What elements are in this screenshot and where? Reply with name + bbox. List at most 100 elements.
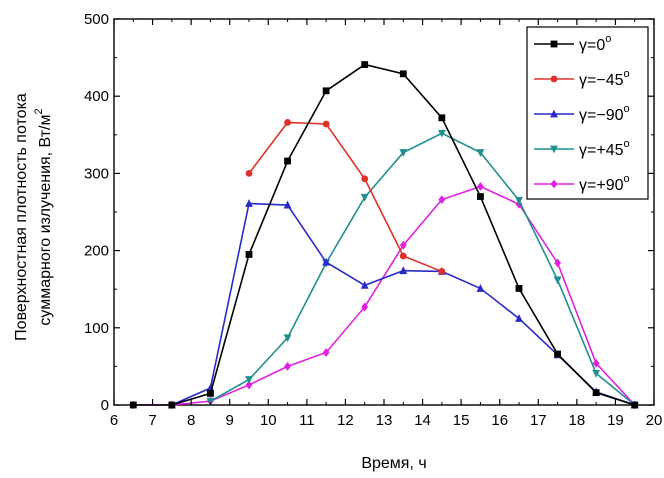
legend-label-degree: o [623, 173, 629, 185]
data-point [399, 70, 407, 78]
data-point [554, 350, 561, 358]
y-tick-label: 0 [101, 397, 109, 414]
data-point [245, 170, 253, 177]
series-1 [245, 119, 446, 275]
data-point [476, 149, 485, 157]
legend-item: γ=−45o [534, 68, 630, 89]
series-group [129, 61, 639, 410]
x-tick-label: 16 [491, 412, 508, 429]
data-point [438, 195, 446, 205]
legend-swatch-marker [550, 179, 558, 189]
x-tick-label: 12 [337, 412, 354, 429]
legend-box [526, 26, 649, 200]
x-tick-label: 15 [453, 412, 470, 429]
data-point [206, 397, 215, 406]
legend-label: γ=+45o [579, 138, 630, 159]
legend-item: γ=+90o [534, 173, 630, 194]
data-point [399, 252, 407, 260]
data-point [515, 285, 523, 292]
data-point [399, 240, 407, 250]
x-axis-label: Время, ч [361, 455, 426, 472]
data-point [322, 87, 330, 95]
legend-label-main: γ=+90 [579, 177, 624, 194]
legend-label: γ=−45o [579, 68, 630, 89]
legend-item: γ=−90o [534, 103, 630, 124]
legend-label-main: γ=−45 [579, 72, 624, 89]
data-point [245, 199, 253, 207]
legend-swatch-marker [550, 145, 558, 154]
legend-item: γ=+45o [534, 138, 630, 159]
data-point [476, 284, 485, 292]
series-line [210, 132, 636, 406]
y-axis-label-line2-text: суммарного излучения, Вт/м [37, 115, 54, 326]
data-point [592, 369, 601, 378]
legend-swatch-marker [550, 75, 558, 83]
data-point [515, 197, 523, 205]
x-tick-label: 13 [376, 412, 393, 429]
x-tick-label: 19 [607, 412, 624, 429]
data-point [322, 348, 330, 357]
data-point [360, 193, 369, 202]
data-point [361, 61, 369, 68]
y-tick-label: 300 [84, 165, 109, 182]
data-point [361, 302, 369, 312]
x-tick-label: 8 [187, 412, 195, 429]
x-tick-label: 11 [299, 412, 315, 429]
legend-label: γ=−90o [579, 103, 630, 124]
data-point [284, 119, 291, 126]
series-4 [129, 182, 639, 410]
x-tick-label: 9 [226, 412, 234, 429]
x-tick-label: 20 [646, 412, 663, 429]
legend-swatch-marker [550, 109, 558, 118]
y-tick-label: 500 [84, 11, 109, 28]
legend-label-main: γ=0 [579, 37, 605, 54]
legend-label-main: γ=+45 [579, 142, 624, 159]
x-tick-label: 10 [260, 412, 277, 429]
data-point [284, 362, 291, 371]
data-point [592, 358, 600, 368]
data-point [360, 280, 369, 289]
data-point [245, 376, 253, 384]
legend-label-degree: o [623, 68, 629, 80]
x-tick-label: 14 [414, 412, 431, 429]
data-point [322, 257, 331, 266]
y-tick-label: 100 [84, 320, 109, 337]
legend-label-degree: o [605, 33, 611, 45]
data-point [592, 389, 600, 397]
data-point [361, 175, 369, 183]
y-tick-label: 400 [84, 88, 109, 105]
series-line [248, 121, 443, 273]
ticks-group: 6 7 8 9 10 11 12 13 14 15 16 17 18 19 2001002003004005… [84, 11, 662, 429]
data-point [399, 266, 408, 275]
data-point [477, 193, 484, 200]
legend-label-degree: o [623, 103, 629, 115]
data-point [515, 314, 523, 322]
data-point [206, 383, 215, 392]
legend-label: γ=+90o [579, 173, 630, 194]
data-point [438, 268, 446, 275]
data-point [399, 149, 408, 157]
y-tick-label: 200 [84, 243, 109, 260]
x-tick-label: 7 [148, 412, 156, 429]
x-tick-label: 18 [569, 412, 586, 429]
legend-label: γ=0o [579, 33, 611, 54]
data-point [553, 276, 562, 285]
data-point [477, 182, 484, 191]
legend-item: γ=0o [534, 33, 611, 54]
x-tick-label: 6 [110, 412, 118, 429]
data-point [207, 390, 214, 397]
series-line [133, 63, 635, 406]
data-point [438, 114, 446, 122]
data-point [245, 251, 253, 258]
data-point [437, 129, 446, 138]
data-point [284, 157, 291, 165]
legend-label-main: γ=−90 [579, 107, 624, 124]
data-point [245, 380, 253, 390]
y-axis-label-line1: Поверхностная плотность потока [13, 93, 30, 341]
legend-swatch-marker [550, 40, 558, 48]
data-point [322, 120, 330, 128]
series-line [133, 185, 636, 406]
data-point [283, 200, 292, 209]
